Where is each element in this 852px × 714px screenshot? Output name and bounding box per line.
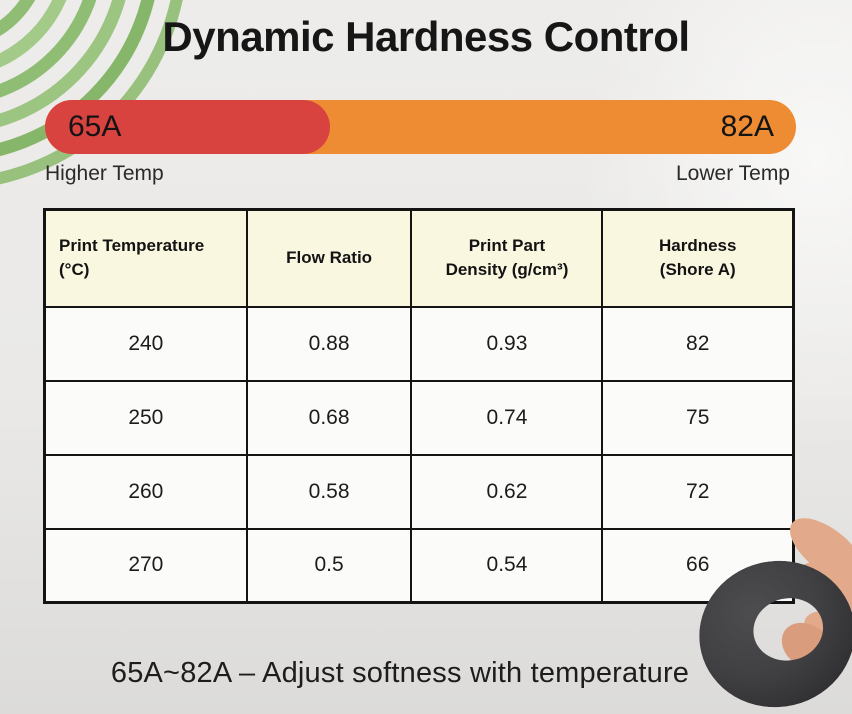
table-cell: 0.68 <box>245 379 413 456</box>
page-title: Dynamic Hardness Control <box>162 13 690 60</box>
table-cell: 82 <box>601 305 795 382</box>
hand-holding-ring-photo <box>699 518 852 708</box>
table-header-cell: Print Part Density (g/cm³) <box>410 208 604 308</box>
higher-temp-label: Higher Temp <box>45 162 164 185</box>
scale-max-value: 82A <box>720 110 774 143</box>
table-cell: 240 <box>43 305 248 382</box>
scale-red-segment: 65A <box>45 100 330 154</box>
table-cell: 0.93 <box>410 305 604 382</box>
table-header-cell: Print Temperature (°C) <box>43 208 248 308</box>
table-cell: 260 <box>43 453 248 530</box>
table-cell: 0.54 <box>410 527 604 604</box>
table-cell: 270 <box>43 527 248 604</box>
table-cell: 0.62 <box>410 453 604 530</box>
table-cell: 72 <box>601 453 795 530</box>
table-cell: 75 <box>601 379 795 456</box>
table-header-row: Print Temperature (°C) Flow Ratio Print Pa… <box>43 208 795 308</box>
table-header-cell: Hardness (Shore A) <box>601 208 795 308</box>
table-cell: 0.88 <box>245 305 413 382</box>
hardness-scale-bar: 82A 65A <box>45 100 796 154</box>
caption-text: 65A~82A – Adjust softness with temperatu… <box>110 657 690 689</box>
scale-min-value: 65A <box>68 110 122 143</box>
table-row: 260 0.58 0.62 72 <box>43 453 795 530</box>
lower-temp-label: Lower Temp <box>675 162 790 185</box>
table-cell: 0.74 <box>410 379 604 456</box>
temperature-labels: Higher Temp Lower Temp <box>45 162 790 186</box>
table-body: 240 0.88 0.93 82 250 0.68 0.74 75 260 0.58 0.62 72 2… <box>43 305 795 604</box>
hardness-data-table: Print Temperature (°C) Flow Ratio Print Pa… <box>43 208 795 604</box>
table-cell: 0.58 <box>245 453 413 530</box>
table-row: 240 0.88 0.93 82 <box>43 305 795 382</box>
rubber-ring-shape <box>699 560 852 708</box>
table-cell: 250 <box>43 379 248 456</box>
table-header-cell: Flow Ratio <box>245 208 413 308</box>
table-row: 250 0.68 0.74 75 <box>43 379 795 456</box>
table-cell: 0.5 <box>245 527 413 604</box>
